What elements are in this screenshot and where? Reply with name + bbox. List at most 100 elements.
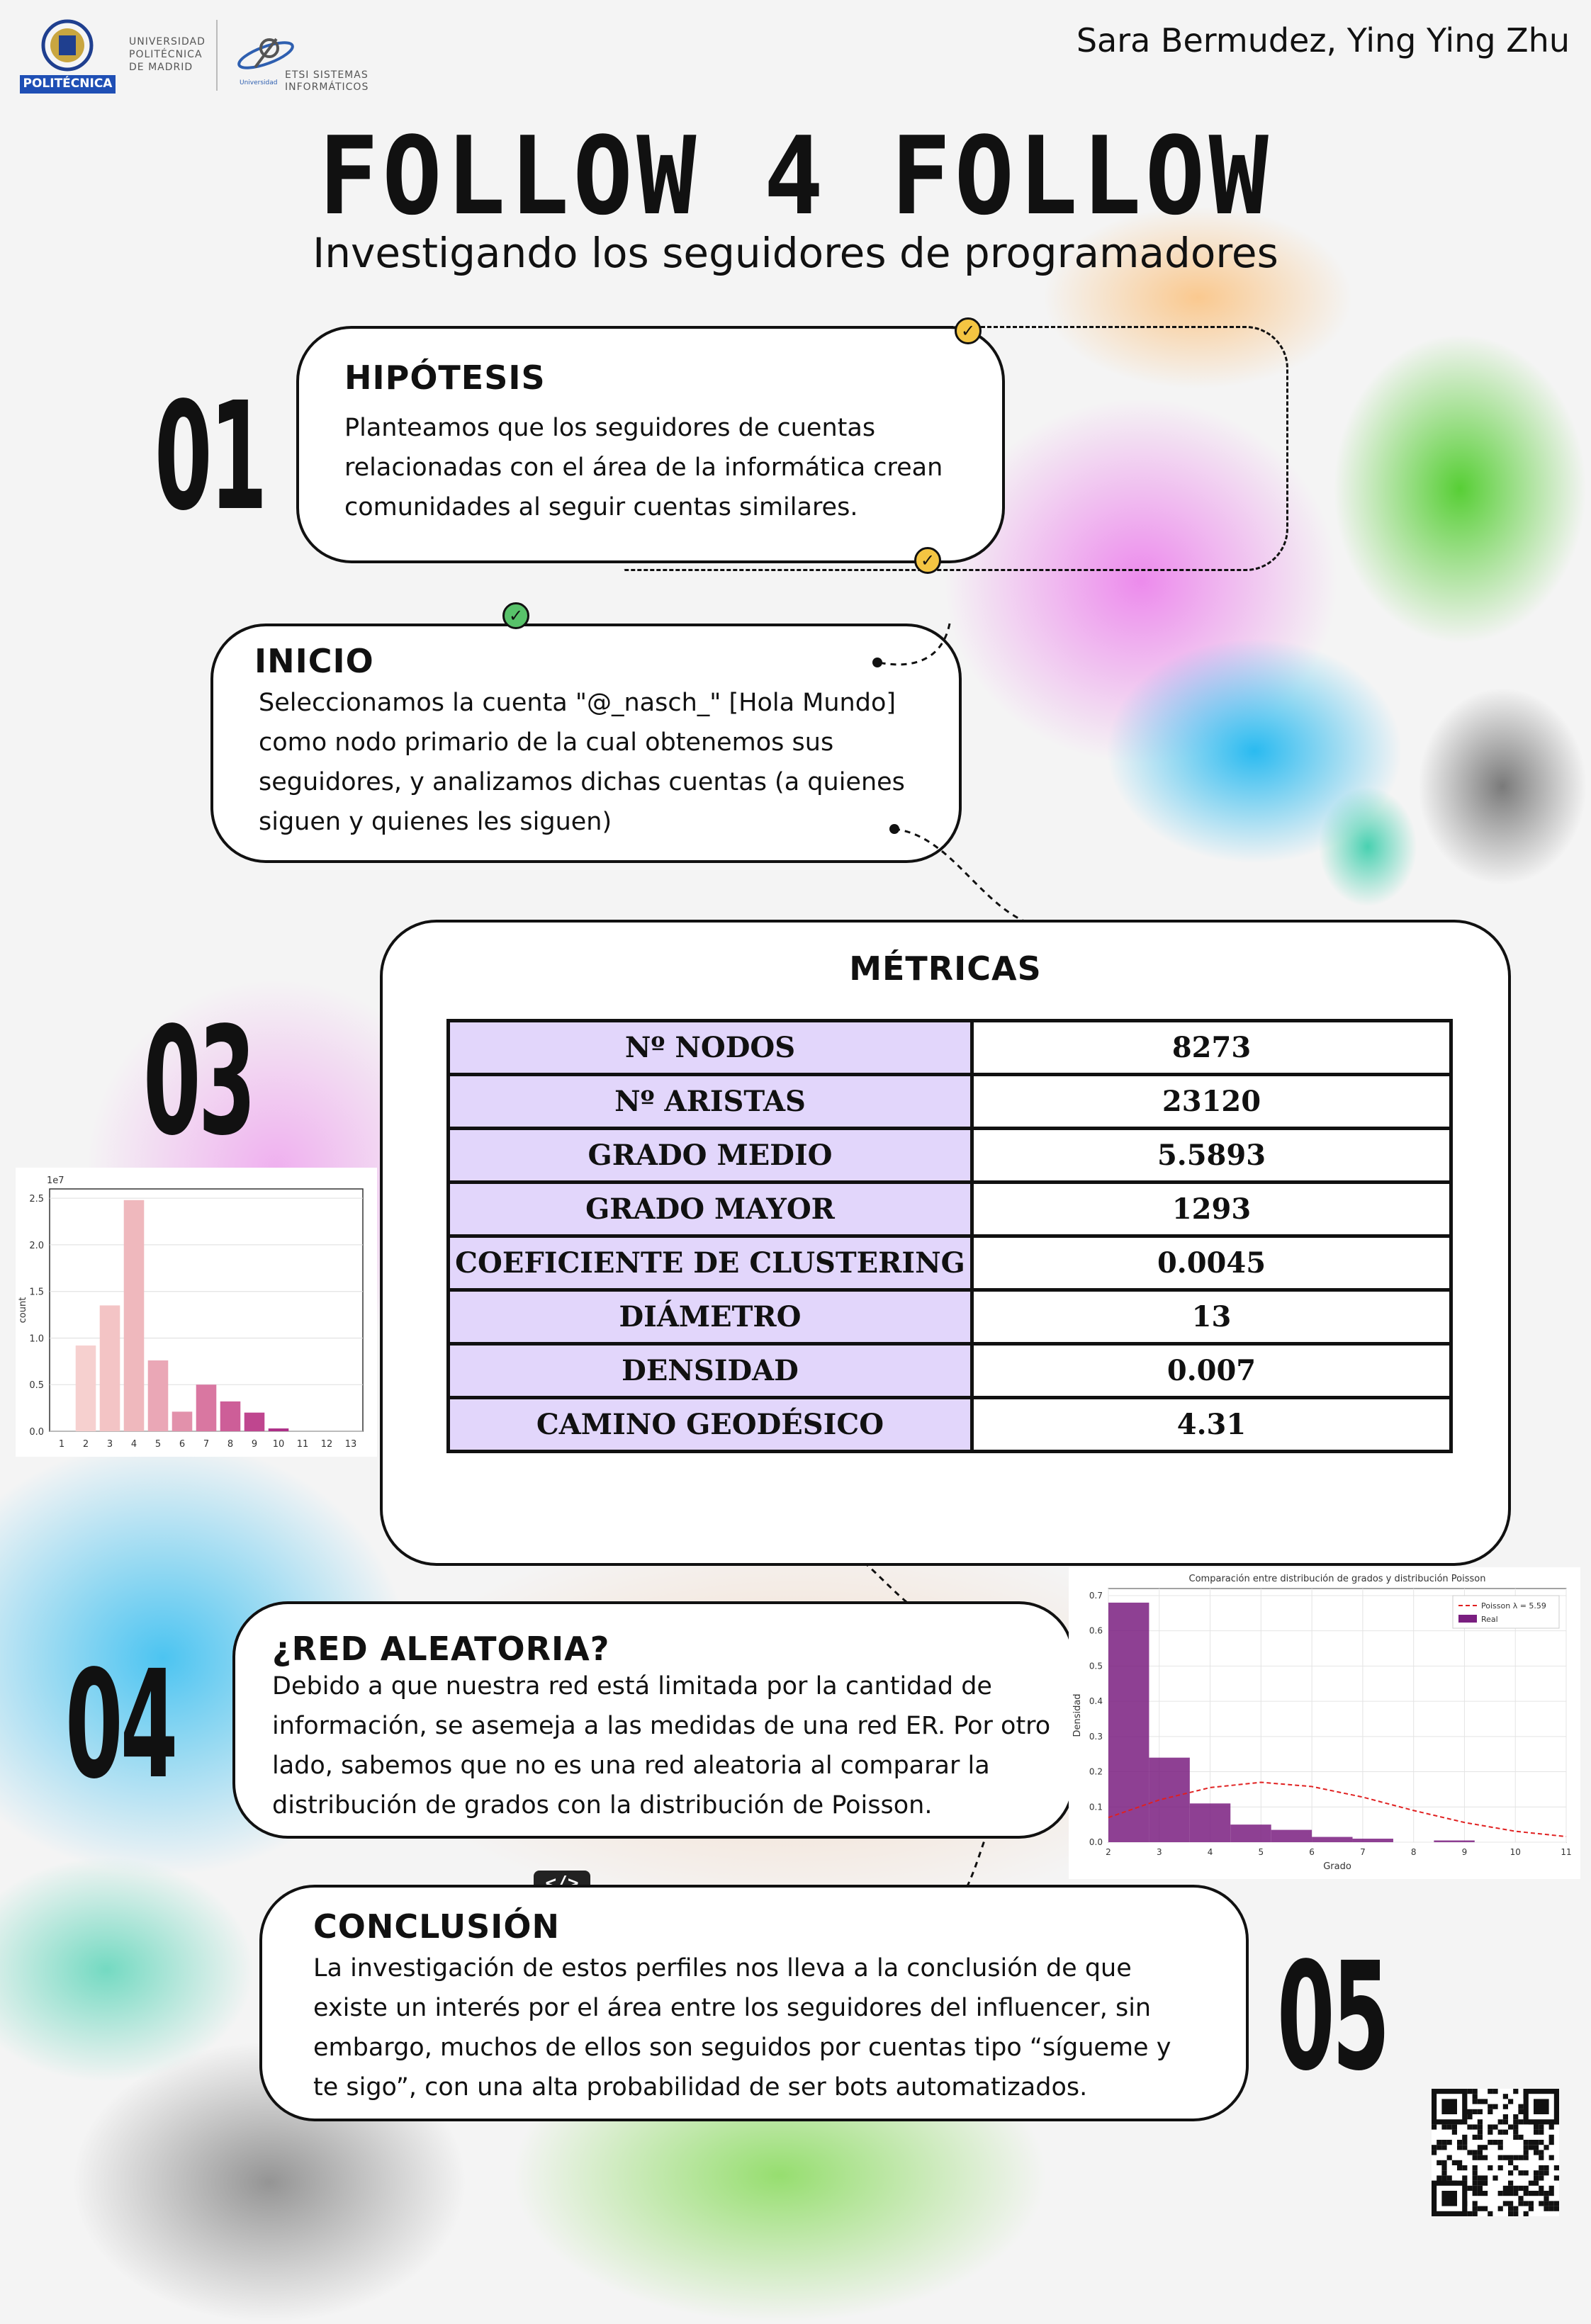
qr-module [1539,2165,1544,2171]
qr-module [1497,2140,1503,2145]
x-tick-label: 6 [179,1439,185,1450]
upm-logo: POLITÉCNICA [20,17,116,94]
metric-value: 0.007 [970,1342,1453,1399]
upm-text-line: UNIVERSIDAD [129,36,206,47]
y-tick-label: 0.7 [1089,1591,1103,1601]
qr-code[interactable] [1432,2089,1559,2216]
qr-module [1472,2185,1478,2191]
qr-finder-core [1441,2191,1457,2206]
upm-badge-text: POLITÉCNICA [23,77,113,91]
histogram-bar [1312,1837,1353,1842]
qr-module [1472,2211,1478,2216]
x-tick-label: 1 [59,1439,64,1450]
qr-module [1534,2175,1539,2181]
qr-module [1548,2206,1554,2211]
metric-value: 4.31 [970,1396,1453,1453]
qr-module [1483,2175,1488,2181]
qr-module [1534,2150,1539,2155]
qr-module [1518,2104,1524,2109]
histogram-bar [1230,1824,1271,1842]
qr-module [1457,2145,1463,2150]
legend-box [1452,1595,1560,1629]
red-aleatoria-card: ¿RED ALEATORIA? Debido a que nuestra red… [232,1601,1074,1839]
qr-module [1548,2201,1554,2206]
x-tick-label: 10 [273,1439,285,1450]
qr-module [1467,2124,1473,2130]
logo-divider [216,20,218,91]
chart-title: Comparación entre distribución de grados… [1189,1574,1486,1584]
check-icon: ✓ [955,317,982,344]
x-tick-label: 10 [1510,1847,1521,1857]
qr-module [1472,2089,1478,2094]
network-cluster-teal [1318,786,1417,907]
legend-label: Poisson λ = 5.59 [1481,1601,1546,1611]
etsi-small-line: Universidad [240,79,278,86]
network-cluster-green [1332,333,1587,645]
qr-module [1472,2170,1478,2176]
y-tick-label: 0.4 [1089,1696,1103,1706]
bar [99,1305,120,1431]
qr-module [1437,2160,1442,2165]
upm-logo-text: UNIVERSIDAD POLITÉCNICA DE MADRID [129,35,206,74]
qr-module [1502,2191,1508,2196]
qr-module [1502,2201,1508,2206]
metricas-heading: MÉTRICAS [849,949,1042,988]
qr-module [1477,2134,1483,2140]
qr-module [1488,2124,1493,2130]
qr-module [1441,2160,1447,2165]
qr-module [1548,2191,1554,2196]
qr-module [1462,2134,1468,2140]
qr-module [1523,2191,1529,2196]
bar [268,1428,289,1431]
y-tick-label: 0.6 [1089,1626,1103,1636]
etsi-orbit-icon [237,38,294,69]
qr-module [1513,2211,1519,2216]
qr-module [1513,2124,1519,2130]
histogram-bar [1434,1840,1475,1842]
bar [220,1401,241,1431]
etsi-text-line: ETSI SISTEMAS [285,69,369,81]
qr-module [1508,2124,1514,2130]
page-title: FOLLOW 4 FOLLOW [318,113,1273,239]
qr-module [1437,2175,1442,2181]
qr-module [1523,2211,1529,2216]
qr-module [1462,2175,1468,2181]
section-number-05: 05 [1277,1930,1390,2104]
qr-module [1508,2206,1514,2211]
qr-module [1523,2201,1529,2206]
qr-module [1446,2140,1452,2145]
histogram-bar [1352,1839,1393,1842]
authors: Sara Bermudez, Ying Ying Zhu [1076,21,1570,60]
qr-module [1523,2150,1529,2155]
qr-module [1508,2185,1514,2191]
qr-module [1472,2201,1478,2206]
bar [244,1412,265,1431]
qr-module [1508,2099,1514,2104]
histogram-bar [1271,1829,1312,1842]
qr-module [1437,2140,1442,2145]
qr-module [1502,2185,1508,2191]
qr-module [1497,2119,1503,2125]
qr-module [1534,2170,1539,2176]
qr-module [1544,2206,1549,2211]
conclusion-heading: CONCLUSIÓN [313,1907,560,1946]
poisson-comparison-chart: Comparación entre distribución de grados… [1069,1567,1580,1879]
qr-module [1513,2129,1519,2135]
hipotesis-heading: HIPÓTESIS [344,359,546,397]
metric-label: Nº ARISTAS [446,1073,974,1130]
inicio-heading: INICIO [254,642,374,680]
qr-module [1432,2150,1437,2155]
check-icon: ✓ [914,547,941,574]
etsi-text-line: INFORMÁTICOS [285,81,369,93]
qr-module [1472,2206,1478,2211]
qr-module [1539,2129,1544,2135]
x-tick-label: 7 [203,1439,209,1450]
qr-module [1513,2089,1519,2094]
metrics-table: Nº NODOS 8273 Nº ARISTAS 23120 GRADO MEDIO 5.… [446,1019,1453,1453]
qr-module [1548,2140,1554,2145]
qr-module [1472,2175,1478,2181]
qr-module [1548,2155,1554,2160]
qr-module [1432,2145,1437,2150]
qr-module [1483,2145,1488,2150]
